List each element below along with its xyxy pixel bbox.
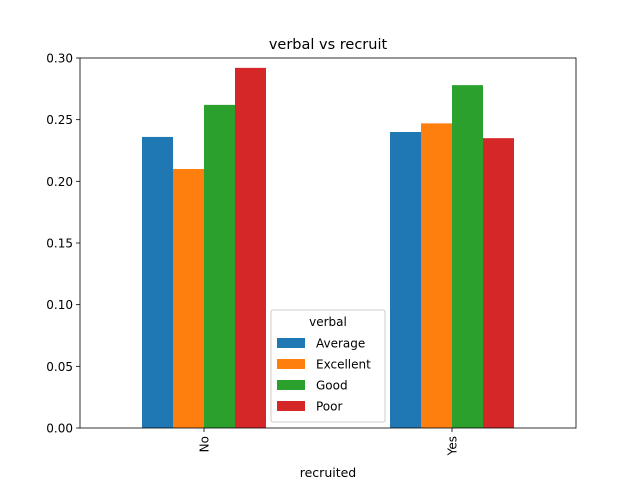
legend-label-excellent: Excellent <box>316 358 371 372</box>
bar-excellent-yes <box>421 123 452 429</box>
y-tick-label: 0.00 <box>46 422 73 436</box>
legend-title: verbal <box>309 315 347 329</box>
bar-poor-yes <box>483 138 514 429</box>
y-tick-label: 0.15 <box>46 237 73 251</box>
legend-items: Average Excellent Good Poor <box>277 337 371 414</box>
y-tick-label: 0.10 <box>46 298 73 312</box>
bars-group <box>142 67 514 429</box>
x-tick-label: No <box>198 436 212 452</box>
legend-swatch-poor <box>277 401 305 411</box>
bar-good-yes <box>452 85 483 428</box>
y-tick-label: 0.05 <box>46 360 73 374</box>
x-tick-label: Yes <box>446 436 460 456</box>
x-axis-label: recruited <box>300 465 357 480</box>
y-tick-label: 0.20 <box>46 175 73 189</box>
legend-label-good: Good <box>316 379 348 393</box>
bar-good-no <box>204 104 235 429</box>
x-axis: No Yes <box>198 428 460 456</box>
legend: verbal Average Excellent Good Poor <box>270 309 386 423</box>
bar-excellent-no <box>173 169 204 428</box>
legend-swatch-excellent <box>277 359 305 369</box>
bar-average-yes <box>390 132 421 428</box>
legend-swatch-average <box>277 338 305 348</box>
legend-label-average: Average <box>316 337 365 351</box>
legend-label-poor: Poor <box>316 400 342 414</box>
legend-swatch-good <box>277 380 305 390</box>
bar-poor-no <box>235 67 266 429</box>
y-tick-label: 0.25 <box>46 113 73 127</box>
chart-title: verbal vs recruit <box>269 37 388 53</box>
y-axis: 0.00 0.05 0.10 0.15 0.20 0.25 0.30 <box>46 52 80 436</box>
plot-frame <box>79 57 577 429</box>
y-tick-label: 0.30 <box>46 52 73 66</box>
bar-average-no <box>142 136 173 428</box>
